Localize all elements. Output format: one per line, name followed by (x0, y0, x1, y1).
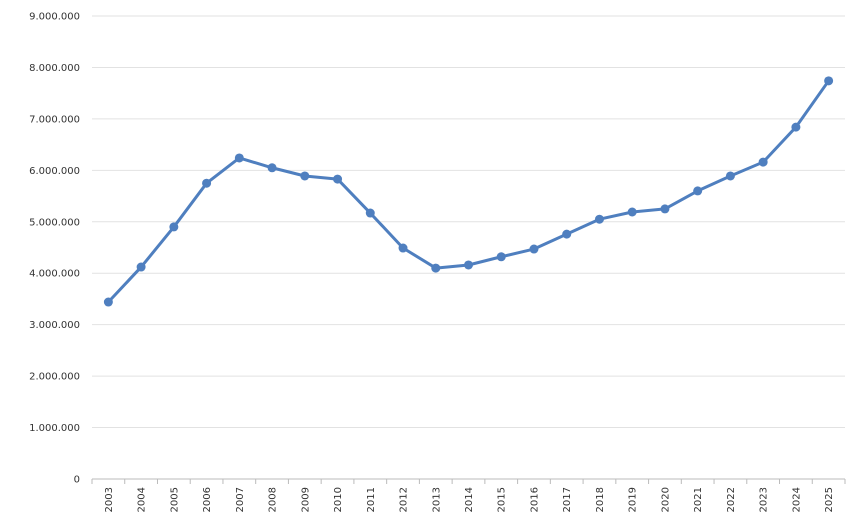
data-point (562, 229, 572, 239)
x-tick-label: 2016 (529, 487, 540, 512)
y-tick-label: 7.000.000 (29, 114, 80, 125)
data-point (627, 207, 637, 217)
data-point (824, 76, 834, 86)
data-point (202, 178, 212, 188)
x-tick-label: 2010 (333, 487, 344, 512)
x-tick-label: 2008 (268, 487, 279, 512)
x-tick-label: 2021 (693, 487, 704, 512)
y-tick-label: 9.000.000 (29, 12, 80, 23)
x-tick-label: 2017 (562, 487, 573, 512)
x-tick-label: 2015 (497, 487, 508, 512)
y-tick-label: 6.000.000 (29, 166, 80, 177)
x-tick-label: 2006 (202, 487, 213, 512)
y-tick-label: 0 (74, 475, 80, 486)
x-tick-label: 2018 (595, 487, 606, 512)
y-tick-label: 4.000.000 (29, 269, 80, 280)
x-tick-label: 2014 (464, 487, 475, 512)
data-point (234, 153, 244, 163)
data-point (464, 260, 473, 270)
data-point (267, 163, 277, 173)
data-point (791, 122, 801, 132)
x-tick-label: 2009 (300, 487, 311, 512)
data-point (758, 157, 768, 167)
x-tick-label: 2004 (137, 487, 148, 512)
x-tick-label: 2011 (366, 487, 377, 512)
x-tick-label: 2007 (235, 487, 246, 512)
data-point (136, 262, 146, 272)
data-point (169, 222, 179, 232)
data-point (300, 171, 310, 181)
data-point (365, 208, 375, 218)
y-tick-label: 8.000.000 (29, 63, 80, 74)
x-tick-label: 2012 (399, 487, 410, 512)
x-tick-label: 2025 (824, 487, 835, 512)
data-point (496, 252, 506, 262)
data-point (725, 171, 735, 181)
x-tick-label: 2024 (791, 487, 802, 512)
x-tick-label: 2023 (759, 487, 770, 512)
x-tick-label: 2013 (431, 487, 442, 512)
x-tick-label: 2005 (169, 487, 180, 512)
y-tick-label: 2.000.000 (29, 372, 80, 383)
x-tick-label: 2019 (628, 487, 639, 512)
data-point (103, 297, 113, 307)
x-tick-label: 2003 (104, 487, 115, 512)
x-tick-label: 2022 (726, 487, 737, 512)
data-point (398, 243, 408, 253)
y-tick-label: 5.000.000 (29, 217, 80, 228)
y-tick-label: 3.000.000 (29, 320, 80, 331)
data-point (333, 174, 343, 184)
data-point (529, 244, 539, 254)
x-tick-label: 2020 (660, 487, 671, 512)
data-point (693, 186, 703, 196)
y-tick-label: 1.000.000 (29, 423, 80, 434)
data-point (594, 214, 604, 224)
data-point (431, 263, 441, 273)
data-point (660, 204, 670, 214)
